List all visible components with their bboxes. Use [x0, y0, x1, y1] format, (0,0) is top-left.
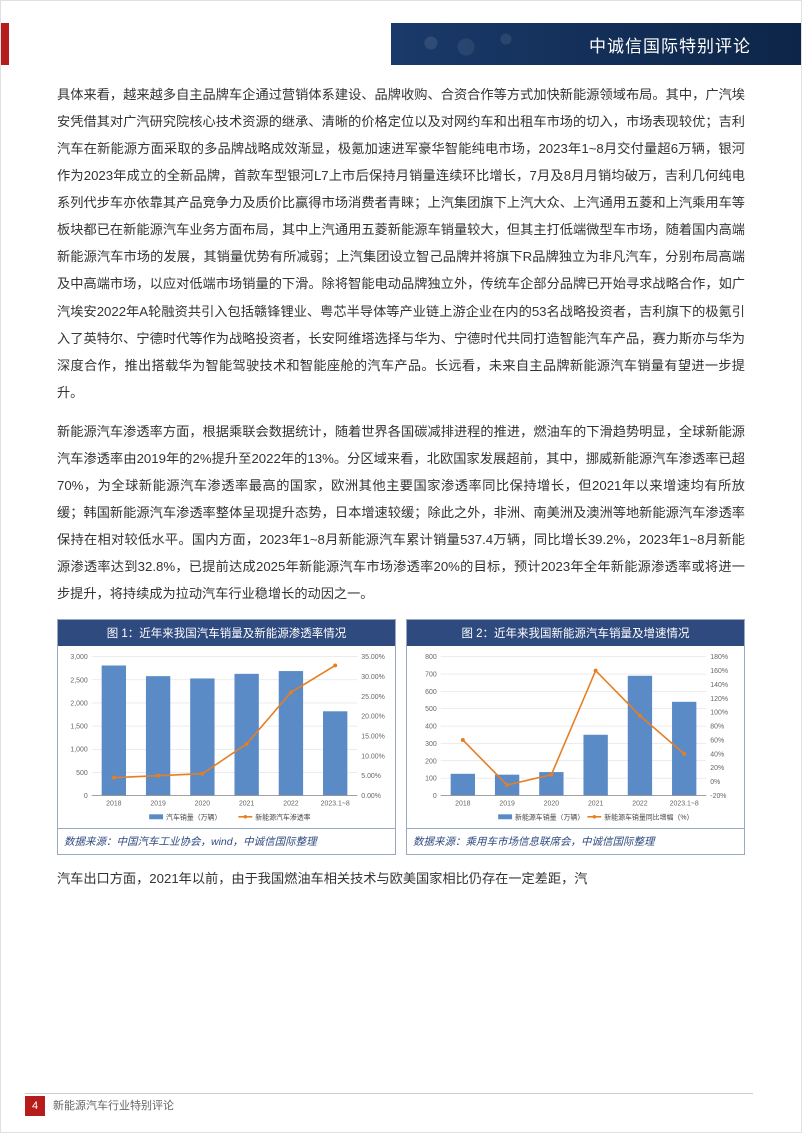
svg-text:3,000: 3,000 [70, 654, 87, 661]
svg-text:600: 600 [425, 689, 437, 696]
chart-1-source: 数据来源：中国汽车工业协会，wind，中诚信国际整理 [58, 828, 395, 854]
svg-text:2019: 2019 [150, 801, 166, 808]
svg-text:2023.1~8: 2023.1~8 [321, 801, 350, 808]
svg-text:2021: 2021 [239, 801, 255, 808]
svg-text:100: 100 [425, 776, 437, 783]
chart-2-body: 0 100 200 300 400 500 600 700 800 -20% 0% 20% 40% 60%… [407, 646, 744, 828]
header-banner: 中诚信国际特别评论 [391, 23, 801, 65]
svg-text:2018: 2018 [106, 801, 122, 808]
svg-text:2021: 2021 [588, 801, 604, 808]
svg-text:160%: 160% [710, 668, 728, 675]
chart-2-source: 数据来源：乘用车市场信息联席会，中诚信国际整理 [407, 828, 744, 854]
svg-text:0: 0 [84, 793, 88, 800]
svg-text:0: 0 [433, 793, 437, 800]
svg-text:0%: 0% [710, 779, 720, 786]
page-number: 4 [25, 1096, 45, 1116]
svg-text:180%: 180% [710, 654, 728, 661]
page-container: 中诚信国际特别评论 具体来看，越来越多自主品牌车企通过营销体系建设、品牌收购、合… [0, 0, 802, 1133]
paragraph-2: 新能源汽车渗透率方面，根据乘联会数据统计，随着世界各国碳减排进程的推进，燃油车的… [57, 418, 745, 607]
svg-text:汽车销量（万辆）: 汽车销量（万辆） [166, 812, 221, 821]
paragraph-3: 汽车出口方面，2021年以前，由于我国燃油车相关技术与欧美国家相比仍存在一定差距… [57, 865, 745, 892]
header-title: 中诚信国际特别评论 [589, 32, 751, 57]
footer: 4 新能源汽车行业特别评论 [1, 1090, 801, 1116]
svg-text:60%: 60% [710, 738, 724, 745]
chart-1-svg: 0 500 1,000 1,500 2,000 2,500 3,000 0.00% 5.00% 1… [58, 646, 395, 828]
svg-text:80%: 80% [710, 724, 724, 731]
svg-text:新能源车销量同比增幅（%）: 新能源车销量同比增幅（%） [604, 812, 693, 821]
banner-pattern [411, 29, 551, 59]
footer-line [25, 1093, 753, 1094]
content-area: 具体来看，越来越多自主品牌车企通过营销体系建设、品牌收购、合资合作等方式加快新能… [57, 81, 745, 1076]
svg-text:200: 200 [425, 758, 437, 765]
svg-text:300: 300 [425, 741, 437, 748]
chart-2-title: 图 2：近年来我国新能源汽车销量及增速情况 [407, 620, 744, 646]
svg-text:新能源汽车渗透率: 新能源汽车渗透率 [255, 812, 310, 821]
svg-text:0.00%: 0.00% [361, 793, 381, 800]
svg-text:1,500: 1,500 [70, 724, 87, 731]
svg-text:15.00%: 15.00% [361, 734, 384, 741]
svg-text:800: 800 [425, 654, 437, 661]
svg-text:500: 500 [425, 706, 437, 713]
chart-2-svg: 0 100 200 300 400 500 600 700 800 -20% 0% 20% 40% 60%… [407, 646, 744, 828]
chart-2-cell: 图 2：近年来我国新能源汽车销量及增速情况 0 100 200 300 400 500 60… [406, 619, 745, 855]
svg-text:2020: 2020 [195, 801, 211, 808]
chart-1-title: 图 1：近年来我国汽车销量及新能源渗透率情况 [58, 620, 395, 646]
svg-text:400: 400 [425, 724, 437, 731]
svg-text:140%: 140% [710, 682, 728, 689]
svg-text:2020: 2020 [544, 801, 560, 808]
svg-text:100%: 100% [710, 710, 728, 717]
svg-text:2022: 2022 [632, 801, 648, 808]
svg-text:120%: 120% [710, 696, 728, 703]
svg-text:20%: 20% [710, 765, 724, 772]
svg-text:20.00%: 20.00% [361, 714, 384, 721]
svg-text:5.00%: 5.00% [361, 773, 381, 780]
svg-text:40%: 40% [710, 752, 724, 759]
chart-1-body: 0 500 1,000 1,500 2,000 2,500 3,000 0.00% 5.00% 1… [58, 646, 395, 828]
svg-text:2,000: 2,000 [70, 701, 87, 708]
paragraph-1: 具体来看，越来越多自主品牌车企通过营销体系建设、品牌收购、合资合作等方式加快新能… [57, 81, 745, 406]
svg-text:10.00%: 10.00% [361, 753, 384, 760]
svg-text:2022: 2022 [283, 801, 299, 808]
svg-text:500: 500 [76, 770, 88, 777]
red-side-accent [1, 23, 9, 65]
svg-text:2019: 2019 [499, 801, 515, 808]
svg-text:35.00%: 35.00% [361, 654, 384, 661]
svg-text:1,000: 1,000 [70, 747, 87, 754]
svg-text:2,500: 2,500 [70, 678, 87, 685]
charts-row: 图 1：近年来我国汽车销量及新能源渗透率情况 0 500 1,000 1,500 2,0… [57, 619, 745, 855]
svg-text:25.00%: 25.00% [361, 694, 384, 701]
svg-text:2023.1~8: 2023.1~8 [670, 801, 699, 808]
chart-1-cell: 图 1：近年来我国汽车销量及新能源渗透率情况 0 500 1,000 1,500 2,0… [57, 619, 396, 855]
svg-text:700: 700 [425, 672, 437, 679]
svg-text:2018: 2018 [455, 801, 471, 808]
svg-text:30.00%: 30.00% [361, 674, 384, 681]
footer-doc-title: 新能源汽车行业特别评论 [53, 1097, 174, 1113]
svg-text:-20%: -20% [710, 793, 726, 800]
svg-text:新能源车销量（万辆）: 新能源车销量（万辆） [515, 812, 584, 821]
